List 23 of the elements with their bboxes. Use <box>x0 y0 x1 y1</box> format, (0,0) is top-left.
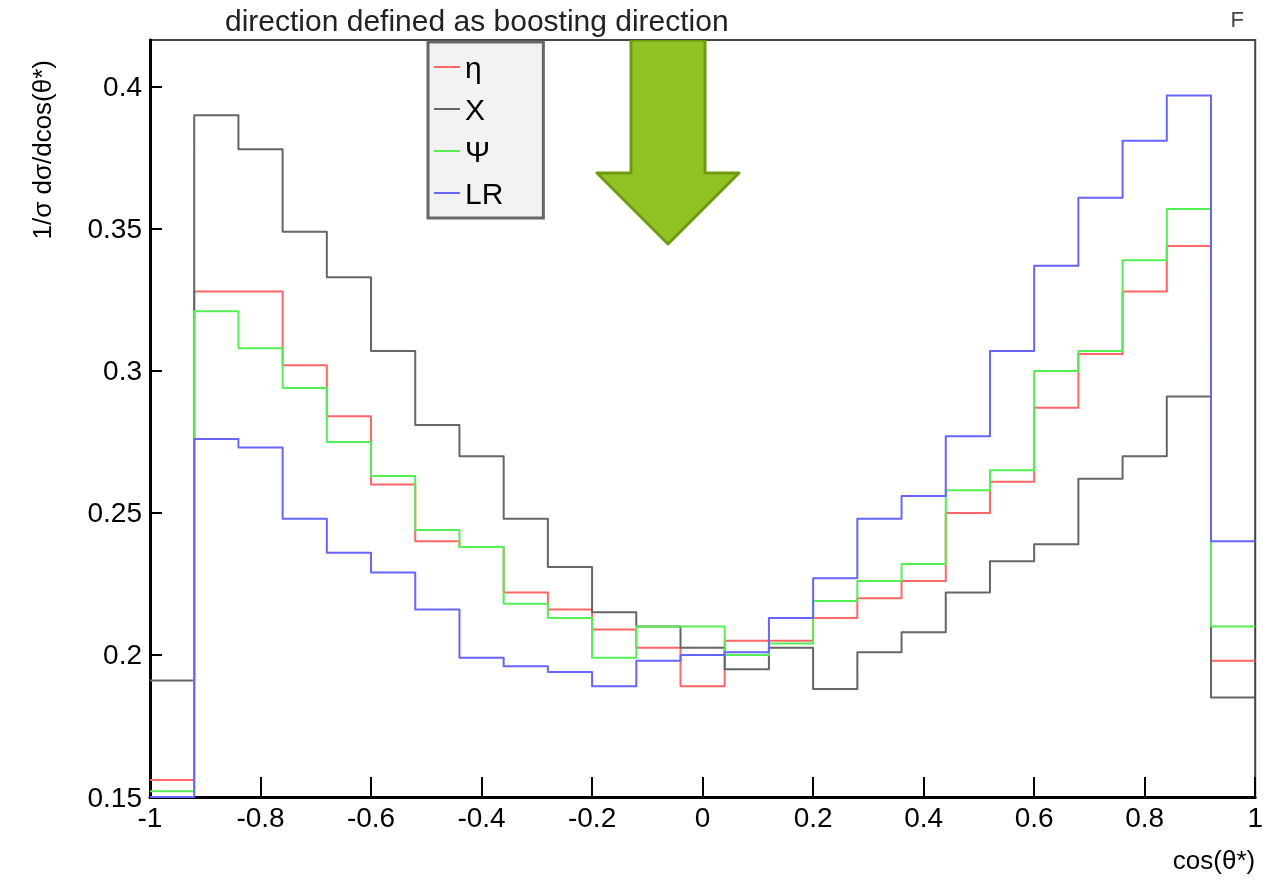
y-tick-label: 0.2 <box>103 639 142 671</box>
legend-label: Ψ <box>465 134 491 168</box>
x-tick-label: 0.4 <box>904 801 944 833</box>
x-tick-label: 0.6 <box>1014 801 1054 833</box>
x-tick-label: 0 <box>694 801 711 833</box>
legend-label: η <box>465 50 482 84</box>
x-tick-label: -0.6 <box>346 801 396 833</box>
x-axis-title: cos(θ*) <box>1172 845 1256 875</box>
x-tick-label: 1 <box>1247 801 1263 833</box>
y-tick-label: 0.4 <box>103 71 142 103</box>
text: F <box>1230 6 1245 32</box>
x-tick-label: 0.2 <box>793 801 833 833</box>
chart-title: direction defined as boosting direction <box>225 3 729 37</box>
x-tick-label: -0.2 <box>567 801 617 833</box>
x-tick-label: -0.8 <box>236 801 285 833</box>
x-tick-label: 0.8 <box>1125 801 1165 833</box>
x-tick-label: -0.4 <box>457 801 506 833</box>
y-tick-label: 0.3 <box>103 355 142 387</box>
y-tick-label: 0.25 <box>87 497 142 529</box>
legend-label: LR <box>465 176 504 210</box>
y-axis-title: 1/σ dσ/dcos(θ*) <box>27 60 57 240</box>
legend-label: X <box>465 92 486 126</box>
y-tick-label: 0.35 <box>87 213 142 245</box>
